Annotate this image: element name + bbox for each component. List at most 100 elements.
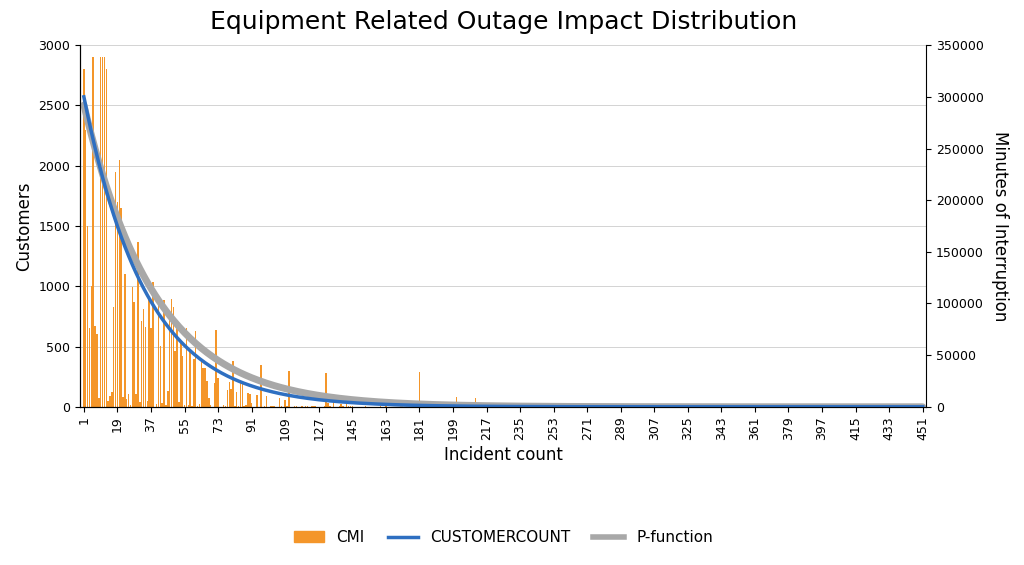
Bar [305, 406, 306, 407]
Bar [142, 309, 144, 407]
Bar [162, 403, 163, 407]
Bar [117, 202, 118, 407]
Bar [285, 400, 286, 407]
Bar [133, 302, 135, 407]
Bar [137, 242, 138, 407]
Bar [182, 356, 183, 407]
Bar [236, 392, 238, 407]
Bar [385, 406, 387, 407]
Bar [139, 402, 140, 407]
Bar [269, 406, 271, 407]
Bar [247, 393, 249, 407]
Bar [223, 405, 224, 407]
Bar [146, 402, 148, 407]
Bar [217, 377, 219, 407]
Bar [232, 361, 233, 407]
Bar [333, 400, 335, 407]
Bar [340, 404, 342, 407]
Bar [412, 406, 413, 407]
Bar [199, 404, 201, 407]
Bar [240, 383, 242, 407]
Bar [215, 329, 217, 407]
Bar [174, 351, 176, 407]
Bar [126, 399, 128, 407]
Bar [151, 328, 152, 407]
Bar [234, 406, 236, 407]
Bar [130, 405, 131, 407]
Bar [135, 394, 137, 407]
Bar [183, 405, 185, 407]
Bar [324, 406, 325, 407]
Bar [260, 364, 262, 407]
Bar [456, 397, 458, 407]
Bar [128, 394, 129, 407]
Bar [201, 359, 202, 407]
Bar [194, 359, 195, 407]
Bar [90, 286, 92, 407]
Bar [246, 405, 247, 407]
Bar [187, 405, 189, 407]
Bar [185, 328, 187, 407]
Bar [180, 341, 181, 407]
Bar [96, 334, 97, 407]
Bar [111, 392, 113, 407]
Bar [214, 383, 215, 407]
Bar [87, 226, 88, 407]
Bar [191, 406, 193, 407]
Bar [401, 406, 403, 407]
Bar [173, 307, 174, 407]
Bar [421, 406, 422, 407]
Bar [208, 398, 210, 407]
Bar [256, 395, 258, 407]
Bar [148, 298, 150, 407]
Bar [176, 328, 178, 407]
Bar [226, 390, 228, 407]
Bar [346, 404, 347, 407]
Bar [156, 403, 158, 407]
Y-axis label: Customers: Customers [15, 181, 33, 271]
Bar [105, 69, 106, 407]
Bar [171, 299, 172, 407]
Bar [197, 406, 199, 407]
Bar [326, 373, 327, 407]
Bar [230, 389, 231, 407]
Bar [206, 381, 208, 407]
Bar [249, 393, 251, 407]
Bar [205, 368, 206, 407]
Bar [328, 403, 329, 407]
Bar [189, 349, 190, 407]
Bar [406, 406, 408, 407]
Bar [121, 208, 122, 407]
Bar [163, 301, 165, 407]
Bar [474, 398, 476, 407]
Bar [244, 406, 245, 407]
Bar [165, 405, 167, 407]
Bar [94, 326, 96, 407]
Bar [342, 406, 344, 407]
Bar [167, 391, 169, 407]
Bar [242, 383, 243, 407]
Bar [160, 346, 161, 407]
Bar [210, 406, 211, 407]
Bar [132, 286, 133, 407]
Bar [288, 371, 290, 407]
Bar [329, 406, 331, 407]
Bar [144, 327, 146, 407]
Legend: CMI, CUSTOMERCOUNT, P-function: CMI, CUSTOMERCOUNT, P-function [288, 524, 719, 551]
Bar [266, 396, 267, 407]
Bar [89, 328, 90, 407]
Bar [115, 172, 117, 407]
Bar [101, 57, 103, 407]
Bar [85, 129, 86, 407]
Bar [251, 403, 252, 407]
Bar [122, 397, 124, 407]
Bar [98, 398, 99, 407]
Bar [83, 69, 85, 407]
Bar [301, 406, 303, 407]
Bar [178, 402, 179, 407]
Bar [108, 401, 109, 407]
Bar [100, 57, 101, 407]
Bar [271, 406, 272, 407]
Bar [110, 396, 111, 407]
Bar [279, 398, 281, 407]
